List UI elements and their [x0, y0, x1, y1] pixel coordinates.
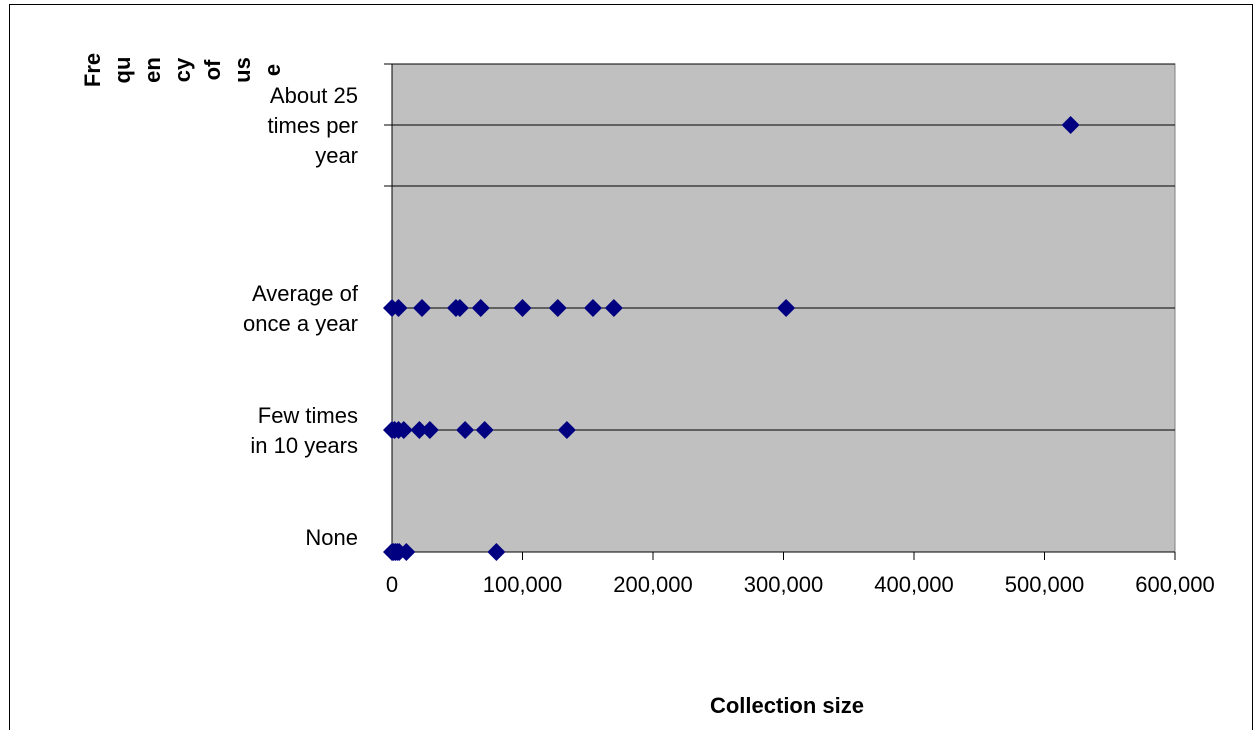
y-axis-title-line: e: [260, 64, 285, 76]
y-category-label-line: in 10 years: [250, 433, 358, 458]
data-point-26: [777, 299, 796, 317]
data-point-6: [487, 543, 506, 561]
data-point-22: [513, 299, 532, 317]
y-category-label-2: Average of once a year: [243, 281, 359, 336]
x-axis-title: Collection size: [710, 693, 864, 718]
data-point-23: [548, 299, 567, 317]
y-category-label-1: Few times in 10 years: [250, 403, 358, 458]
data-point-24: [583, 299, 602, 317]
data-point-21: [471, 299, 490, 317]
y-category-label-line: None: [305, 525, 358, 550]
data-point-5: [397, 543, 416, 561]
y-category-label-line: Few times: [258, 403, 358, 428]
data-point-12: [420, 421, 439, 439]
y-axis-title-line: of: [200, 59, 225, 80]
x-tick-label-0: 0: [386, 572, 398, 597]
x-tick-label-6: 600,000: [1135, 572, 1215, 597]
data-point-20: [450, 299, 469, 317]
y-category-label-line: Average of: [252, 281, 359, 306]
y-category-label-line: year: [315, 143, 358, 168]
y-axis-title: Fre qu en cy of us e: [80, 53, 285, 87]
data-point-25: [604, 299, 623, 317]
y-category-label-line: times per: [268, 113, 358, 138]
y-axis-title-line: cy: [170, 57, 195, 82]
y-category-label-line: About 25: [270, 83, 358, 108]
x-tick-label-1: 100,000: [483, 572, 563, 597]
chart-frame: [9, 4, 1253, 730]
y-axis-title-line: us: [230, 57, 255, 83]
data-point-18: [413, 299, 432, 317]
data-point-13: [456, 421, 475, 439]
y-category-label-line: once a year: [243, 311, 358, 336]
y-category-label-3: About 25 times per year: [268, 83, 358, 168]
y-category-labels: None Few times in 10 years Average of once a…: [243, 83, 359, 550]
x-tick-labels: 0 100,000 200,000 300,000 400,000 500,000 600,…: [386, 572, 1215, 597]
y-axis-title-line: en: [140, 57, 165, 83]
data-point-10: [394, 421, 413, 439]
data-points: [383, 116, 1080, 561]
data-point-11: [410, 421, 429, 439]
y-axis-title-line: qu: [110, 57, 135, 84]
x-tick-label-3: 300,000: [744, 572, 824, 597]
data-point-14: [475, 421, 494, 439]
data-point-27: [1061, 116, 1080, 134]
data-point-15: [557, 421, 576, 439]
data-point-17: [389, 299, 408, 317]
y-category-label-0: None: [305, 525, 358, 550]
x-tick-label-4: 400,000: [874, 572, 954, 597]
y-axis-title-line: Fre: [80, 53, 105, 87]
x-tick-label-5: 500,000: [1005, 572, 1085, 597]
x-tick-label-2: 200,000: [613, 572, 693, 597]
